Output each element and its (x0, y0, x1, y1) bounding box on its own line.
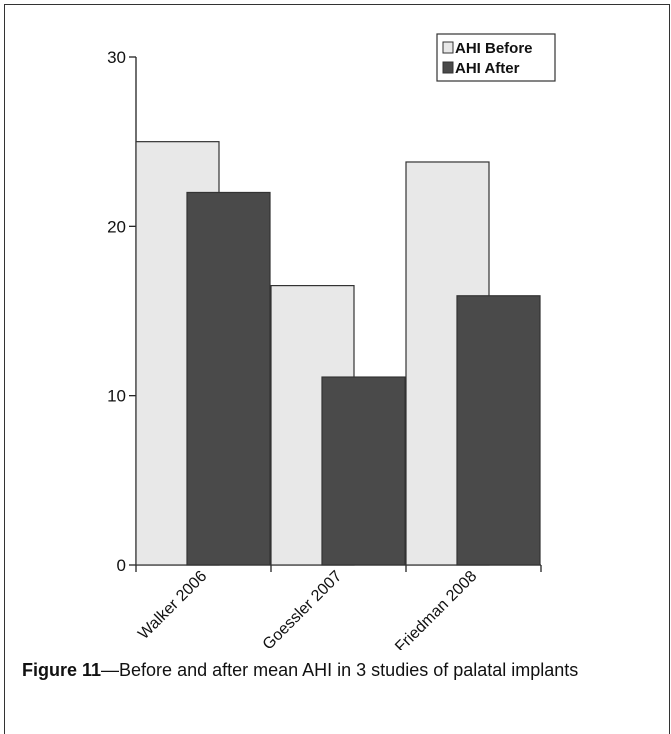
chart-bars (135, 141, 541, 566)
bar-after-2 (321, 376, 406, 566)
x-tick-label: Goessler 2007 (260, 568, 346, 650)
y-tick-label: 0 (117, 556, 126, 575)
legend-label-after: AHI After (455, 60, 520, 77)
caption-text: Before and after mean AHI in 3 studies o… (119, 660, 579, 680)
y-tick-label: 20 (107, 217, 126, 236)
caption-label: Figure 11 (22, 660, 102, 680)
figure-frame (4, 4, 670, 734)
x-tick-label: Friedman 2008 (392, 568, 480, 650)
figure-caption: Figure 11—Before and after mean AHI in 3… (22, 660, 578, 681)
x-tick-label: Walker 2006 (135, 568, 210, 643)
chart-legend: AHI Before AHI After (436, 33, 556, 82)
bar-after-3 (456, 295, 541, 566)
caption-dash: — (101, 660, 120, 680)
y-tick-label: 30 (107, 48, 126, 67)
bar-after-1 (186, 191, 271, 566)
legend-swatch-after (442, 61, 454, 74)
bar-chart: 0 10 20 30 Walker 2006 Goessler 2007 Friedman … (107, 33, 556, 650)
y-tick-label: 10 (107, 387, 126, 406)
legend-box (436, 33, 556, 82)
legend-swatch-before (442, 41, 454, 54)
legend-label-before: AHI Before (455, 40, 533, 57)
